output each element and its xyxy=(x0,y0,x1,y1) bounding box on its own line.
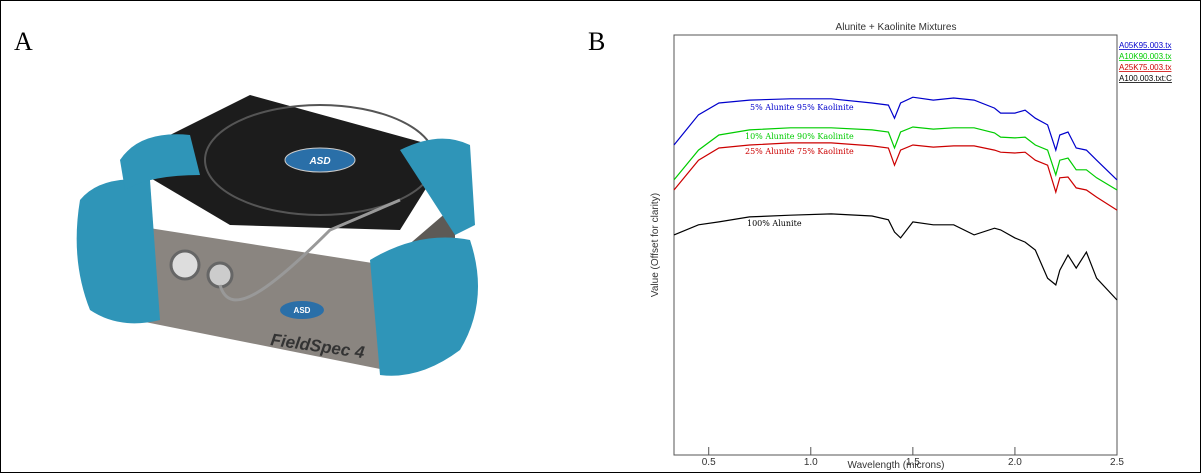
series-annotation: 25% Alunite 75% Kaolinite xyxy=(745,147,854,156)
x-tick-label: 2.0 xyxy=(1008,457,1022,468)
legend-entry: A05K95.003.tx xyxy=(1119,41,1171,50)
y-axis-label: Value (Offset for clarity) xyxy=(650,193,661,297)
legend-entry: A100.003.txt:C xyxy=(1119,74,1172,83)
legend-entry: A25K75.003.tx xyxy=(1119,63,1171,72)
series-annotation: 100% Alunite xyxy=(747,219,802,228)
plot-frame xyxy=(673,34,1118,456)
device-logo: ASD xyxy=(294,306,311,315)
x-tick-label: 0.5 xyxy=(702,457,716,468)
legend-entry: A10K90.003.tx xyxy=(1119,52,1171,61)
x-tick-label: 2.5 xyxy=(1110,457,1124,468)
series-line xyxy=(673,213,1118,301)
chart: Alunite + Kaolinite Mixtures Wavelength … xyxy=(650,22,1172,471)
panel-label: A xyxy=(14,27,33,56)
series-line xyxy=(673,126,1118,191)
device-logo: ASD xyxy=(308,156,330,167)
series-annotation: 5% Alunite 95% Kaolinite xyxy=(750,103,854,112)
series-annotation: 10% Alunite 90% Kaolinite xyxy=(745,132,854,141)
x-axis-label: Wavelength (microns) xyxy=(848,460,945,471)
series-line xyxy=(673,142,1118,211)
x-tick-label: 1.0 xyxy=(804,457,818,468)
series-line xyxy=(673,96,1118,181)
panel-label: B xyxy=(588,27,605,56)
x-tick-label: 1.5 xyxy=(906,457,920,468)
chart-title: Alunite + Kaolinite Mixtures xyxy=(836,22,957,33)
